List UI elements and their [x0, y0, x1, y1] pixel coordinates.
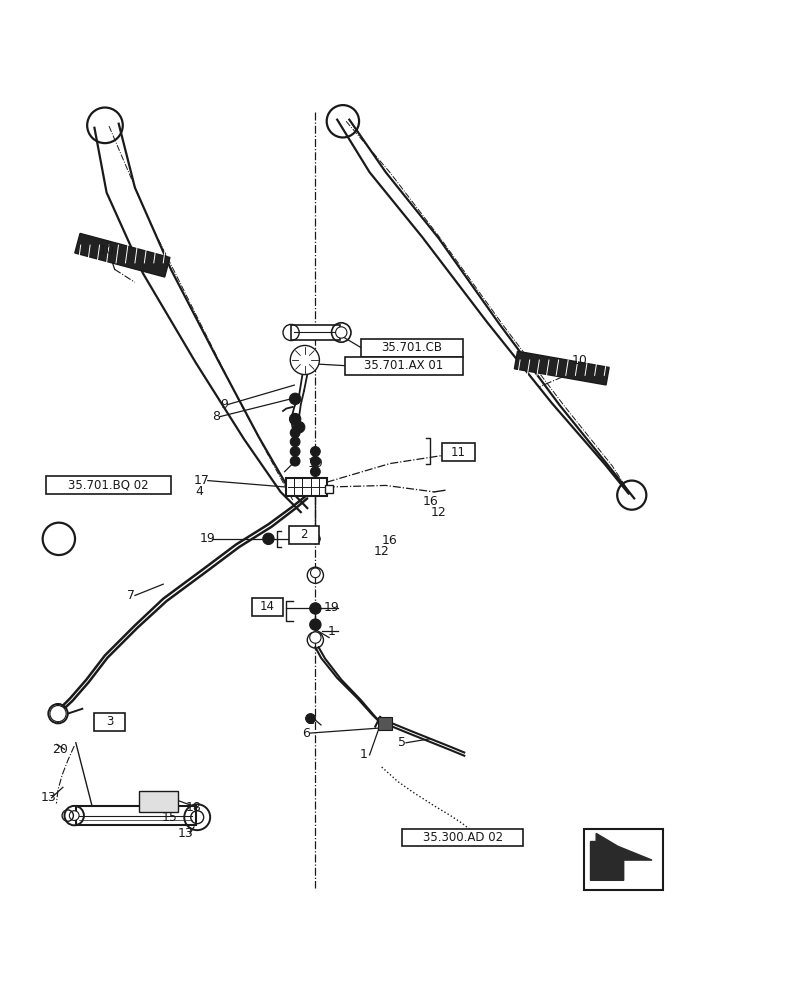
Circle shape [309, 619, 320, 630]
FancyBboxPatch shape [288, 526, 319, 544]
FancyBboxPatch shape [345, 357, 462, 375]
Text: 4: 4 [195, 485, 203, 498]
Text: 9: 9 [220, 398, 228, 411]
FancyBboxPatch shape [401, 829, 523, 846]
Bar [286, 478, 326, 496]
Text: 16: 16 [422, 495, 438, 508]
Text: 17: 17 [194, 474, 210, 487]
Text: 2: 2 [300, 528, 307, 541]
FancyBboxPatch shape [252, 598, 283, 616]
Text: 35.300.AD 02: 35.300.AD 02 [422, 831, 502, 844]
Text: 12: 12 [430, 506, 446, 519]
Circle shape [309, 632, 320, 643]
Text: 10: 10 [571, 354, 587, 367]
Text: 3: 3 [106, 715, 114, 728]
Bar [324, 485, 333, 493]
Bar [75, 233, 169, 277]
Circle shape [289, 413, 300, 425]
Text: 13: 13 [41, 791, 56, 804]
Text: 12: 12 [373, 545, 389, 558]
Circle shape [310, 447, 320, 456]
Bar [75, 806, 195, 825]
Text: 35.701.CB: 35.701.CB [381, 341, 442, 354]
Text: 19: 19 [307, 457, 323, 470]
Circle shape [290, 456, 299, 466]
Text: 18: 18 [186, 801, 202, 814]
Circle shape [293, 422, 304, 433]
Bar [514, 351, 608, 385]
Text: 13: 13 [178, 827, 194, 840]
Text: 8: 8 [212, 410, 220, 423]
Text: 35.701.BQ 02: 35.701.BQ 02 [68, 478, 148, 491]
Text: 35.701.AX 01: 35.701.AX 01 [364, 359, 443, 372]
Circle shape [50, 706, 66, 722]
Text: 5: 5 [397, 736, 406, 749]
Circle shape [310, 456, 320, 466]
Text: 1: 1 [359, 748, 367, 761]
Text: 7: 7 [127, 589, 135, 602]
Text: 6: 6 [302, 727, 309, 740]
Text: 15: 15 [161, 811, 178, 824]
Circle shape [305, 714, 315, 723]
Text: 16: 16 [381, 534, 397, 547]
Circle shape [310, 568, 320, 578]
Circle shape [310, 467, 320, 477]
Bar [139, 791, 178, 812]
Circle shape [335, 327, 346, 338]
Circle shape [69, 811, 79, 820]
FancyBboxPatch shape [46, 476, 171, 494]
Circle shape [290, 428, 299, 438]
Bar [583, 829, 663, 890]
Text: 11: 11 [451, 446, 466, 459]
Text: 19: 19 [324, 601, 339, 614]
Text: 14: 14 [260, 600, 275, 613]
Bar [377, 717, 392, 730]
Text: 20: 20 [53, 743, 68, 756]
FancyBboxPatch shape [361, 339, 462, 357]
Text: 19: 19 [200, 532, 216, 545]
Text: 10: 10 [98, 244, 114, 257]
Circle shape [309, 603, 320, 614]
FancyBboxPatch shape [442, 443, 474, 461]
Bar [290, 325, 339, 340]
Circle shape [290, 437, 299, 447]
Text: 1: 1 [327, 625, 335, 638]
Circle shape [289, 393, 300, 405]
FancyBboxPatch shape [94, 713, 125, 731]
Circle shape [290, 345, 319, 375]
Polygon shape [590, 833, 651, 880]
Circle shape [290, 447, 299, 456]
Circle shape [310, 534, 320, 544]
Circle shape [263, 533, 274, 545]
Text: 1: 1 [307, 714, 314, 727]
